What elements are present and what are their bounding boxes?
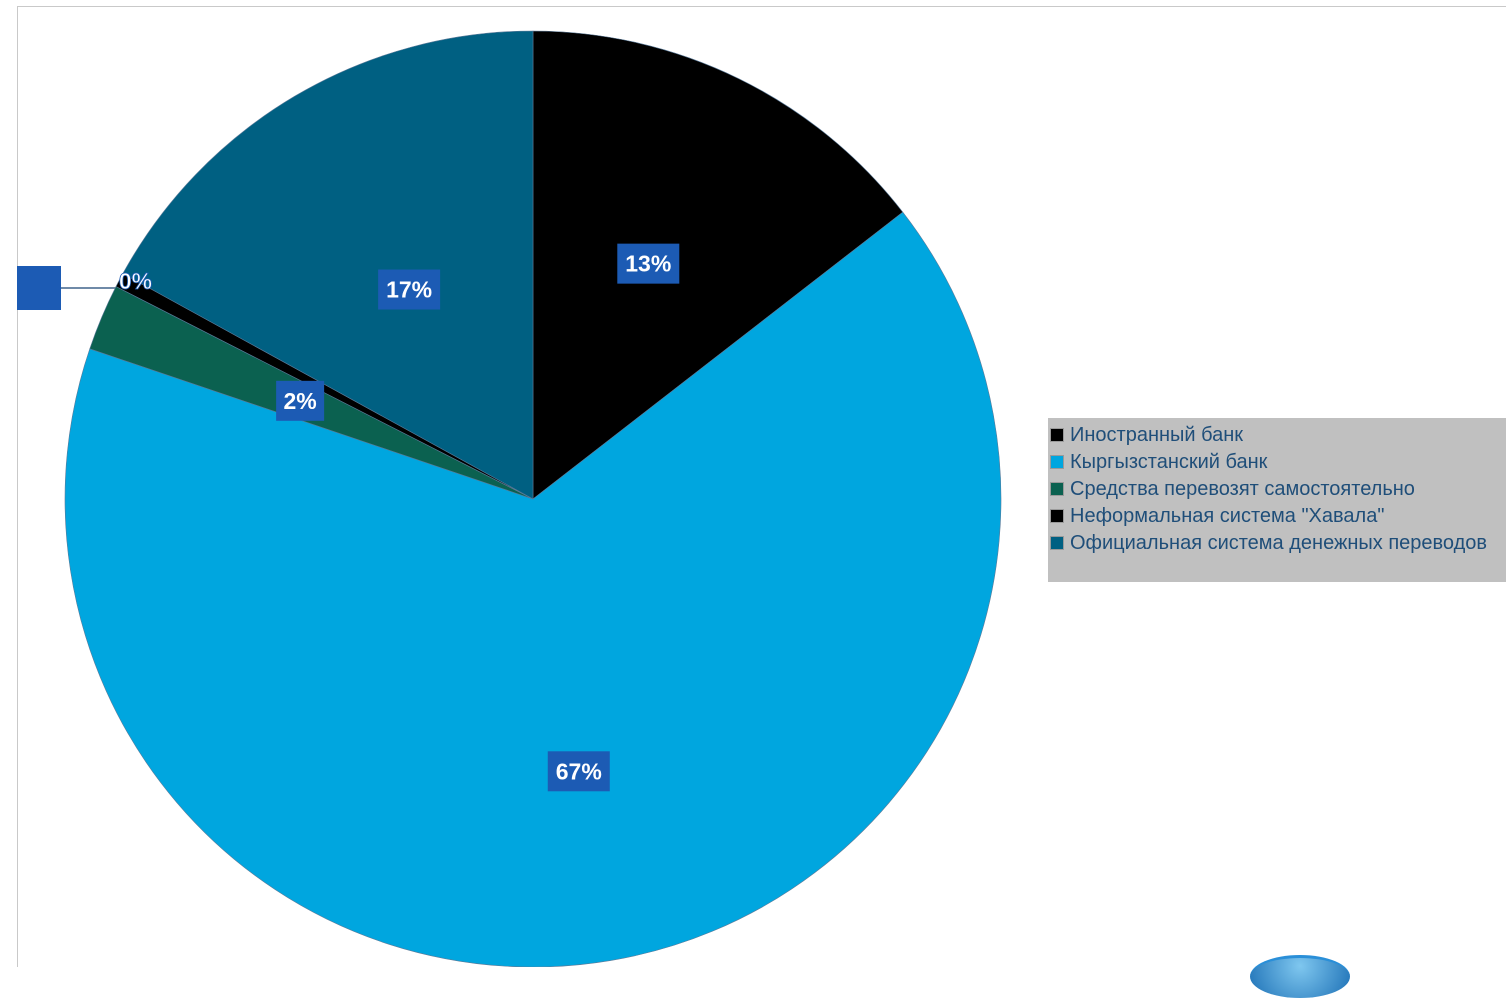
- legend-label: Неформальная система "Хавала": [1070, 505, 1385, 527]
- legend-swatch: [1050, 482, 1064, 496]
- legend-swatch: [1050, 509, 1064, 523]
- data-label-background: [378, 269, 441, 310]
- pie-data-label: 0%: [118, 268, 152, 295]
- legend-label: Средства перевозят самостоятельно: [1070, 478, 1415, 500]
- pie-data-label: 13%: [617, 243, 680, 284]
- pie-slice: [122, 30, 534, 500]
- leader-marker: [17, 266, 61, 310]
- pie-chart: 13% 67% 2% 0% 17%: [61, 30, 1002, 967]
- legend-label: Официальная система денежных переводов: [1070, 532, 1488, 554]
- legend-swatch: [1050, 428, 1064, 442]
- data-label-background: [617, 243, 680, 284]
- pie-slice: [64, 211, 1002, 967]
- legend-item: Иностранный банк: [1050, 422, 1506, 449]
- legend-item: Официальная система денежных переводов: [1050, 530, 1506, 557]
- pie-slices: [64, 30, 1002, 967]
- data-label-text: 0%: [119, 268, 152, 294]
- legend-swatch: [1050, 536, 1064, 550]
- legend-item: Средства перевозят самостоятельно: [1050, 476, 1506, 503]
- legend-item: Кыргызстанский банк: [1050, 449, 1506, 476]
- data-label-background: [276, 380, 325, 421]
- legend-item: Неформальная система "Хавала": [1050, 503, 1506, 530]
- legend: Иностранный банк Кыргызстанский банк Сре…: [1048, 418, 1506, 582]
- pie-data-label: 2%: [276, 380, 325, 421]
- globe-logo-icon: [1250, 955, 1350, 998]
- data-label-text: 17%: [386, 277, 432, 303]
- pie-data-labels: 13% 67% 2% 0% 17%: [118, 243, 680, 792]
- chart-frame: [17, 6, 1506, 967]
- legend-swatch: [1050, 455, 1064, 469]
- pie-data-label: 17%: [378, 269, 441, 310]
- data-label-text: 2%: [284, 388, 317, 414]
- data-label-text: 13%: [625, 251, 671, 277]
- data-label-text: 67%: [556, 758, 602, 784]
- data-label-background: [547, 751, 610, 792]
- pie-slice: [532, 30, 904, 500]
- legend-label: Кыргызстанский банк: [1070, 451, 1268, 473]
- legend-label: Иностранный банк: [1070, 424, 1244, 446]
- pie-data-label: 67%: [547, 751, 610, 792]
